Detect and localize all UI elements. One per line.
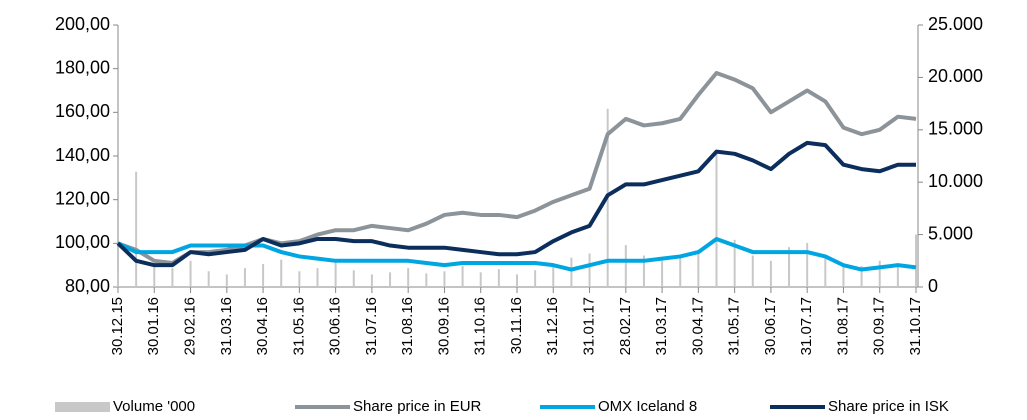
volume-bar xyxy=(896,263,899,287)
x-tick-label: 30.12.15 xyxy=(109,297,126,355)
volume-bar xyxy=(225,274,228,287)
volume-bar xyxy=(552,263,555,287)
volume-bar xyxy=(135,171,138,287)
volume-bar xyxy=(588,253,591,287)
volume-bar xyxy=(715,150,718,287)
volume-bar xyxy=(769,260,772,287)
volume-bar xyxy=(915,234,917,287)
x-tick-label: 28.02.17 xyxy=(617,297,634,355)
y2-tick-label: 5.000 xyxy=(928,223,973,243)
x-tick-label: 31.07.16 xyxy=(363,297,380,355)
volume-bar xyxy=(642,255,645,287)
x-tick-label: 30.04.16 xyxy=(254,297,271,355)
volume-bar xyxy=(697,250,700,287)
series-line xyxy=(116,140,916,268)
x-tick-label: 31.03.17 xyxy=(653,297,670,355)
x-tick-label: 30.06.16 xyxy=(327,297,344,355)
volume-bar xyxy=(334,261,337,287)
volume-bar xyxy=(751,255,754,287)
y-tick-label: 180,00 xyxy=(55,57,110,77)
x-tick-label: 31.01.17 xyxy=(581,297,598,355)
volume-bar xyxy=(624,245,627,287)
volume-bar xyxy=(389,272,392,287)
volume-bar xyxy=(733,239,736,287)
volume-bar xyxy=(407,268,410,287)
y-tick-label: 100,00 xyxy=(55,232,110,252)
y-tick-label: 80,00 xyxy=(65,276,110,296)
x-tick-label: 31.10.17 xyxy=(907,297,924,355)
volume-bar xyxy=(497,269,500,287)
volume-bar xyxy=(189,260,192,287)
volume-bar xyxy=(534,270,537,287)
y-tick-label: 160,00 xyxy=(55,101,110,121)
volume-bar xyxy=(316,268,319,287)
volume-bar xyxy=(262,263,265,287)
volume-bar xyxy=(570,257,573,287)
volume-bar xyxy=(280,259,283,287)
volume-bar xyxy=(352,270,355,287)
y-tick-label: 200,00 xyxy=(55,14,110,34)
volume-bar xyxy=(661,260,664,287)
x-tick-label: 31.05.17 xyxy=(726,297,743,355)
volume-bar xyxy=(878,260,881,287)
volume-bar xyxy=(370,274,373,287)
x-tick-label: 31.05.16 xyxy=(290,297,307,355)
volume-bar xyxy=(806,242,809,287)
legend-label: Share price in EUR xyxy=(353,398,482,415)
legend-swatch xyxy=(55,402,110,412)
y2-tick-label: 20.000 xyxy=(928,66,983,86)
x-tick-label: 29.02.16 xyxy=(182,297,199,355)
volume-bar xyxy=(117,271,119,287)
volume-bar xyxy=(443,271,446,287)
y2-tick-label: 15.000 xyxy=(928,119,983,139)
y2-tick-label: 10.000 xyxy=(928,171,983,191)
volume-bar xyxy=(153,266,156,287)
y2-tick-label: 0 xyxy=(928,276,938,296)
volume-bar xyxy=(425,273,428,287)
volume-bar xyxy=(860,266,863,287)
volume-bar xyxy=(479,272,482,287)
volume-bar xyxy=(516,274,518,287)
x-tick-label: 30.06.17 xyxy=(762,297,779,355)
volume-bar xyxy=(824,257,827,287)
legend-label: Volume '000 xyxy=(113,398,195,415)
legend-label: OMX Iceland 8 xyxy=(598,398,697,415)
x-tick-label: 30.09.17 xyxy=(871,297,888,355)
x-tick-label: 30.11.16 xyxy=(508,297,525,354)
volume-bar xyxy=(679,257,682,287)
x-tick-label: 31.10.16 xyxy=(472,297,489,355)
volume-bar xyxy=(788,247,791,287)
legend-label: Share price in ISK xyxy=(828,398,949,415)
volume-bar xyxy=(461,266,464,287)
series-line xyxy=(117,71,917,265)
x-tick-label: 31.03.16 xyxy=(218,297,235,355)
y-tick-label: 120,00 xyxy=(55,188,110,208)
x-tick-label: 31.12.16 xyxy=(544,297,561,355)
y-tick-label: 140,00 xyxy=(55,145,110,165)
x-tick-label: 31.07.17 xyxy=(798,297,815,355)
x-tick-label: 30.01.16 xyxy=(145,297,162,355)
volume-bar xyxy=(842,263,845,287)
volume-bar xyxy=(243,268,246,287)
volume-bar xyxy=(171,268,174,287)
volume-bar xyxy=(207,271,210,287)
x-tick-label: 30.09.16 xyxy=(435,297,452,355)
x-tick-label: 31.08.17 xyxy=(834,297,851,355)
x-tick-label: 30.04.17 xyxy=(689,297,706,355)
x-tick-label: 31.08.16 xyxy=(399,297,416,355)
y2-tick-label: 25.000 xyxy=(928,14,983,34)
volume-bar xyxy=(298,271,301,287)
